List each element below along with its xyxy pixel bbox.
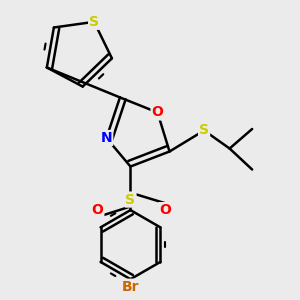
Text: S: S [125, 193, 136, 207]
Text: O: O [92, 203, 104, 217]
Text: S: S [89, 15, 99, 29]
Text: Br: Br [122, 280, 139, 294]
Text: O: O [152, 105, 164, 119]
Text: S: S [199, 124, 209, 137]
Text: N: N [100, 131, 112, 145]
Text: O: O [159, 203, 171, 217]
